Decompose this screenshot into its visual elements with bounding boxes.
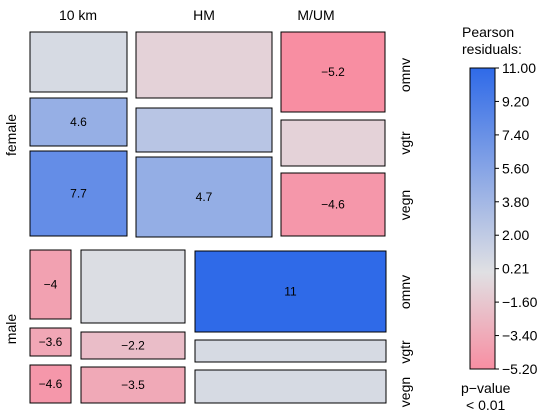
legend-tick-label: 9.20 (502, 93, 529, 109)
cell-label-male-mum-omnv: 11 (284, 285, 297, 299)
mosaic-cell-male-10km-vegn (29, 364, 72, 404)
mosaic-cell-female-mum-omnv (280, 31, 386, 113)
cell-label-female-hm-vegn: 4.7 (196, 190, 213, 204)
cell-label-female-mum-omnv: −5.2 (321, 65, 345, 79)
subrow-label-female-vegn: vegn (397, 190, 413, 220)
mosaic-cell-female-mum-vgtr (280, 119, 386, 167)
column-header-hm: HM (193, 7, 215, 23)
column-header-mum: M/UM (297, 7, 334, 23)
mosaic-cell-female-10km-vgtr (29, 97, 128, 147)
cell-label-male-10km-vegn: −4.6 (39, 377, 63, 391)
mosaic-cell-female-mum-vegn (280, 172, 386, 237)
mosaic-cell-male-hm-omnv (80, 249, 186, 324)
cell-label-male-hm-vegn: −3.5 (121, 378, 145, 392)
mosaic-cell-male-mum-omnv (194, 250, 387, 333)
mosaic-cell-female-10km-vegn (29, 150, 128, 237)
legend-ticks: 11.00 9.20 7.40 5.60 3.80 2.00 0.21 −1.60 −3.40 −… (495, 60, 538, 377)
mosaic-cell-male-mum-vgtr (194, 339, 387, 363)
mosaic-cell-male-10km-vgtr (29, 327, 72, 357)
mosaic-cell-female-hm-vegn (135, 156, 273, 238)
column-header-10km: 10 km (59, 7, 97, 23)
legend-tick-label: −5.20 (502, 361, 538, 377)
subrow-label-male-vgtr: vgtr (397, 340, 413, 364)
legend-tick-label: 3.80 (502, 194, 529, 210)
mosaic-cell-male-hm-vegn (80, 366, 186, 404)
legend-tick-label: 0.21 (502, 261, 529, 277)
legend: Pearson residuals: 11.00 9.20 7.40 5.60 3.80… (461, 24, 538, 413)
mosaic-cell-male-mum-vegn (194, 369, 387, 404)
subrow-label-female-omnv: omnv (397, 58, 413, 92)
legend-tick-label: 5.60 (502, 160, 529, 176)
mosaic-cells (29, 31, 387, 404)
legend-tick-label: 2.00 (502, 227, 529, 243)
legend-tick-label: 11.00 (502, 60, 536, 76)
mosaic-cell-labels: 4.6 7.7 4.7 −5.2 −4.6 −4 −3.6 −4.6 −2.2 −3.5 11 (39, 65, 346, 392)
legend-pvalue-line1: p−value (461, 380, 511, 396)
subrow-label-female-vgtr: vgtr (397, 131, 413, 155)
mosaic-cell-female-10km-omnv (29, 31, 128, 93)
cell-label-male-10km-vgtr: −3.6 (39, 335, 63, 349)
cell-label-male-10km-omnv: −4 (44, 278, 58, 292)
cell-label-male-hm-vgtr: −2.2 (121, 339, 145, 353)
legend-title-line2: residuals: (462, 41, 522, 57)
legend-tick-label: −1.60 (502, 294, 538, 310)
mosaic-cell-male-10km-omnv (29, 249, 72, 320)
cell-label-female-10km-vegn: 7.7 (70, 187, 87, 201)
cell-label-female-mum-vegn: −4.6 (321, 198, 345, 212)
legend-title-line1: Pearson (462, 24, 514, 40)
subrow-label-male-vegn: vegn (397, 377, 413, 407)
row-header-male: male (3, 314, 19, 345)
mosaic-cell-male-hm-vgtr (80, 331, 186, 360)
legend-tick-label: 7.40 (502, 127, 529, 143)
mosaic-cell-female-hm-omnv (135, 31, 273, 99)
cell-label-female-10km-vgtr: 4.6 (70, 115, 87, 129)
legend-tick-label: −3.40 (502, 328, 538, 344)
row-header-female: female (3, 114, 19, 156)
legend-pvalue-line2: < 0.01 (466, 397, 506, 413)
mosaic-cell-female-hm-vgtr (135, 107, 273, 153)
legend-color-bar (469, 67, 496, 370)
subrow-label-male-omnv: omnv (397, 275, 413, 309)
